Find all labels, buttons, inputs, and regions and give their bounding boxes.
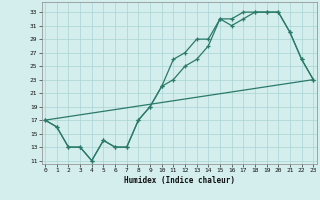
X-axis label: Humidex (Indice chaleur): Humidex (Indice chaleur) (124, 176, 235, 185)
